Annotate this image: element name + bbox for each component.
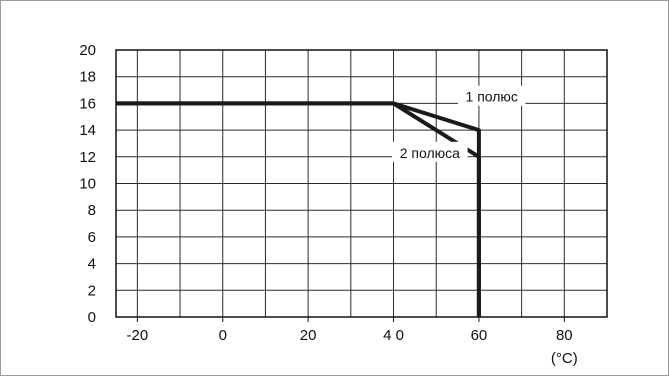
axis-layer <box>115 49 608 322</box>
y-tick-label-8: 16 <box>79 95 96 112</box>
x-tick-label-6: 4 0 <box>383 327 404 344</box>
annotation-bg-1 <box>392 141 468 162</box>
grid-layer <box>116 49 607 318</box>
y-tick-label-3: 6 <box>88 229 96 246</box>
y-tick-label-9: 18 <box>79 69 96 86</box>
label-layer: 0 2 4 6 8 10 12 14 16 18 20 -20 0 20 4 0 60 80 (°C) <box>79 42 577 367</box>
y-tick-label-2: 4 <box>88 256 96 273</box>
plot-border <box>115 49 608 318</box>
y-tick-label-6: 12 <box>79 149 96 166</box>
y-tick-label-10: 20 <box>79 42 96 59</box>
x-tick-label-0: -20 <box>127 327 149 344</box>
y-tick-label-0: 0 <box>88 309 96 326</box>
annotation-label-0: 1 полюс <box>466 89 518 105</box>
annotation-label-1: 2 полюса <box>400 145 460 161</box>
series-line-1 <box>116 101 481 317</box>
x-tick-label-10: 80 <box>556 327 573 344</box>
annotation-bg-0 <box>458 85 526 106</box>
x-axis-unit-label: (°C) <box>551 350 578 367</box>
annotation-layer: 1 полюс 2 полюса <box>392 85 526 162</box>
x-tick-label-8: 60 <box>471 327 488 344</box>
y-tick-label-5: 10 <box>79 176 96 193</box>
y-tick-label-7: 14 <box>79 122 96 139</box>
series-layer <box>116 101 481 317</box>
y-tick-label-4: 8 <box>88 202 96 219</box>
x-tick-label-2: 0 <box>219 327 227 344</box>
y-tick-label-1: 2 <box>88 282 96 299</box>
x-tick-label-4: 20 <box>300 327 317 344</box>
